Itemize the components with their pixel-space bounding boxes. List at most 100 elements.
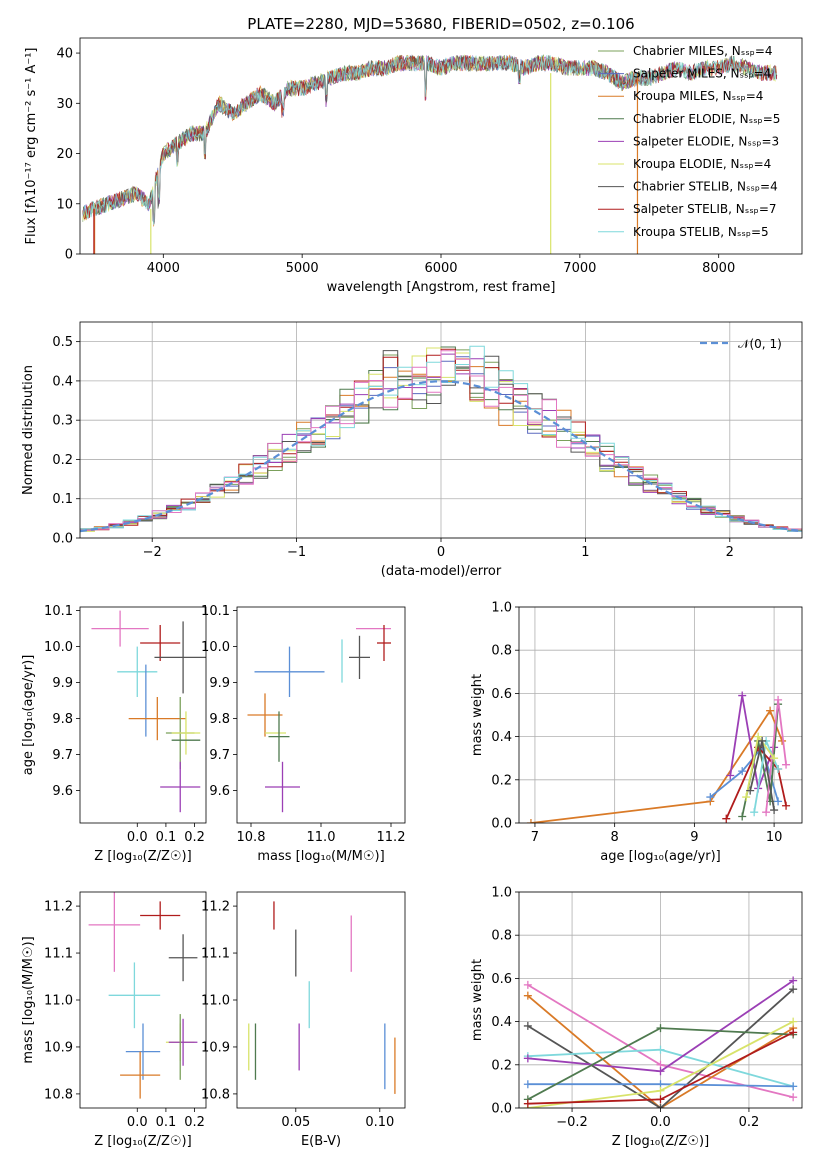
legend-label: Salpeter STELIB, Nₛₛₚ=7 bbox=[633, 202, 777, 216]
x-axis-label: wavelength [Angstrom, rest frame] bbox=[327, 280, 556, 295]
weight-marker bbox=[789, 1028, 798, 1037]
y-tick-label: 0.8 bbox=[491, 929, 512, 944]
weight-marker bbox=[722, 814, 731, 823]
weight-marker bbox=[766, 706, 775, 715]
error-bars bbox=[248, 901, 396, 1094]
x-tick-label: 11.2 bbox=[377, 830, 406, 845]
y-tick-label: 9.9 bbox=[209, 676, 230, 691]
panel-7 bbox=[515, 891, 802, 1112]
weight-marker bbox=[656, 1045, 665, 1054]
y-tick-label: 11.2 bbox=[201, 900, 230, 915]
legend-label: Salpeter MILES, Nₛₛₚ=4 bbox=[633, 67, 771, 81]
weight-marker bbox=[782, 801, 791, 810]
y-axis-label: Flux [fλ10⁻¹⁷ erg cm⁻² s⁻¹ A⁻¹] bbox=[24, 48, 39, 245]
weight-marker bbox=[789, 985, 798, 994]
x-tick-label: 1 bbox=[581, 545, 589, 560]
x-tick-label: 8000 bbox=[702, 261, 735, 276]
weight-marker bbox=[523, 1080, 532, 1089]
x-tick-label: 8 bbox=[611, 830, 619, 845]
weight-marker bbox=[774, 797, 783, 806]
weight-marker bbox=[762, 808, 771, 817]
y-axis-label: age [log₁₀(age/yr)] bbox=[21, 655, 36, 776]
spectrum-series bbox=[82, 54, 638, 223]
y-tick-label: 40 bbox=[56, 47, 73, 62]
x-axis-label: Z [log₁₀(Z/Z☉)] bbox=[94, 1134, 191, 1149]
weight-marker bbox=[789, 1082, 798, 1091]
y-tick-label: 10.0 bbox=[201, 640, 230, 655]
weight-marker bbox=[758, 736, 767, 745]
weight-marker bbox=[754, 732, 763, 741]
error-bars bbox=[88, 892, 198, 1099]
x-axis-label: E(B-V) bbox=[301, 1134, 341, 1149]
y-axis-label: Normed distribution bbox=[21, 365, 36, 495]
y-tick-label: 10.8 bbox=[44, 1087, 73, 1102]
x-axis-label: Z [log₁₀(Z/Z☉)] bbox=[94, 849, 191, 864]
y-tick-label: 0.4 bbox=[491, 1015, 512, 1030]
axes-frame bbox=[236, 891, 406, 1109]
spectrum-series bbox=[82, 54, 638, 224]
y-tick-label: 10.0 bbox=[44, 640, 73, 655]
x-tick-label: 0.10 bbox=[365, 1115, 394, 1130]
weight-marker bbox=[523, 980, 532, 989]
weight-marker bbox=[523, 1054, 532, 1063]
y-tick-label: 0.6 bbox=[491, 687, 512, 702]
x-tick-label: 0.1 bbox=[156, 1115, 177, 1130]
x-tick-label: 0.1 bbox=[156, 830, 177, 845]
y-tick-label: 0.0 bbox=[491, 1102, 512, 1117]
legend-label: Chabrier STELIB, Nₛₛₚ=4 bbox=[633, 180, 778, 194]
x-tick-label: 0.05 bbox=[281, 1115, 310, 1130]
error-bars bbox=[247, 625, 391, 813]
histograms bbox=[80, 345, 802, 534]
panel-5 bbox=[76, 905, 195, 1112]
y-tick-label: 0.0 bbox=[52, 532, 73, 547]
y-tick-label: 10.9 bbox=[201, 1040, 230, 1055]
weight-marker bbox=[656, 1067, 665, 1076]
y-tick-label: 9.9 bbox=[52, 676, 73, 691]
weight-marker bbox=[523, 991, 532, 1000]
weight-marker bbox=[656, 1104, 665, 1108]
chart-title: PLATE=2280, MJD=53680, FIBERID=0502, z=0… bbox=[247, 15, 634, 33]
weight-marker bbox=[742, 793, 751, 802]
axes-frame bbox=[518, 891, 803, 1109]
x-tick-label: 6000 bbox=[424, 261, 457, 276]
y-tick-label: 20 bbox=[56, 147, 73, 162]
x-tick-label: 10 bbox=[766, 830, 783, 845]
weight-marker bbox=[789, 976, 798, 985]
y-tick-label: 1.0 bbox=[491, 886, 512, 901]
x-tick-label: 0.2 bbox=[739, 1115, 760, 1130]
y-tick-label: 0.2 bbox=[52, 453, 73, 468]
x-tick-label: 7000 bbox=[563, 261, 596, 276]
legend-label: Chabrier MILES, Nₛₛₚ=4 bbox=[633, 44, 773, 58]
legend-label: Kroupa STELIB, Nₛₛₚ=5 bbox=[633, 225, 769, 239]
spectrum-series bbox=[82, 54, 778, 221]
y-axis-label: mass weight bbox=[470, 674, 485, 756]
weight-marker bbox=[774, 765, 783, 773]
spectrum-series bbox=[82, 54, 638, 227]
error-bars bbox=[91, 610, 206, 813]
x-tick-label: 11.0 bbox=[307, 830, 336, 845]
normal-curve bbox=[80, 380, 800, 533]
weight-marker bbox=[726, 771, 735, 780]
weight-marker bbox=[656, 1095, 665, 1104]
axes-frame bbox=[518, 606, 803, 824]
axes-frame bbox=[79, 606, 207, 824]
weight-marker bbox=[789, 1093, 798, 1102]
y-tick-label: 10.9 bbox=[44, 1040, 73, 1055]
spectrum-series bbox=[82, 55, 778, 225]
axes-frame bbox=[79, 321, 803, 539]
weight-marker bbox=[770, 754, 779, 763]
legend-label: 𝒩(0, 1) bbox=[738, 337, 782, 351]
y-tick-label: 9.7 bbox=[52, 748, 73, 763]
x-tick-label: 2 bbox=[726, 545, 734, 560]
weight-lines bbox=[523, 976, 798, 1108]
y-tick-label: 9.6 bbox=[52, 784, 73, 799]
y-tick-label: 10.8 bbox=[201, 1087, 230, 1102]
legend-label: Salpeter ELODIE, Nₛₛₚ=3 bbox=[633, 134, 779, 148]
y-tick-label: 0.5 bbox=[52, 335, 73, 350]
weight-marker bbox=[738, 691, 747, 700]
panel-4 bbox=[515, 606, 802, 827]
spectrum-series bbox=[82, 55, 778, 223]
y-tick-label: 11.0 bbox=[201, 994, 230, 1009]
weight-marker bbox=[523, 1099, 532, 1108]
